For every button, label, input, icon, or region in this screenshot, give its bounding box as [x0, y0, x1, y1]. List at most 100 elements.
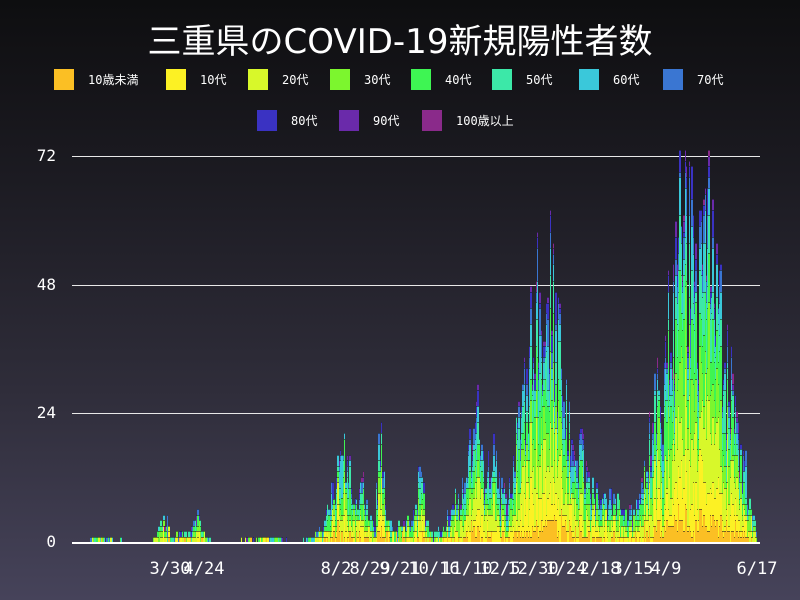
bar-segment: [386, 525, 388, 532]
bar-segment: [555, 291, 557, 325]
bar-segment: [427, 520, 429, 526]
bar-segment: [622, 536, 625, 542]
bar-segment: [672, 291, 675, 330]
bar-segment: [696, 416, 698, 450]
bar-segment: [645, 514, 647, 521]
bar-segment: [723, 531, 725, 537]
bar-segment: [605, 520, 607, 542]
daily-bar: [370, 514, 372, 542]
legend-item-50s[interactable]: 50代: [492, 68, 552, 90]
legend-item-40s[interactable]: 40代: [411, 68, 471, 90]
bar-segment: [740, 482, 742, 499]
daily-bar: [246, 536, 248, 542]
bar-segment: [670, 498, 672, 515]
bar-segment: [377, 525, 379, 532]
bar-segment: [666, 362, 668, 368]
bar-segment: [349, 520, 351, 532]
bar-segment: [469, 465, 471, 472]
legend-row-2: 80代 90代 100歳以上: [0, 109, 800, 133]
bar-segment: [564, 465, 566, 494]
bar-segment: [490, 498, 492, 515]
bar-segment: [705, 280, 708, 303]
bar-segment: [671, 525, 673, 542]
bar-segment: [606, 520, 609, 526]
bar-segment: [350, 498, 353, 504]
bar-segment: [457, 509, 459, 537]
bar-segment: [491, 471, 494, 477]
bar-segment: [387, 520, 389, 526]
bar-segment: [748, 514, 750, 521]
legend-item-under10[interactable]: 10歳未満: [54, 68, 138, 90]
bar-segment: [561, 444, 564, 472]
bar-segment: [354, 525, 356, 542]
bar-segment: [325, 509, 327, 515]
legend-item-10s[interactable]: 10代: [166, 68, 226, 90]
bar-segment: [337, 482, 339, 504]
bar-segment: [726, 324, 729, 330]
bar-segment: [192, 531, 194, 537]
legend-item-70s[interactable]: 70代: [663, 68, 723, 90]
bar-segment: [573, 482, 576, 499]
bar-segment: [703, 199, 705, 205]
bar-segment: [436, 536, 438, 542]
bar-segment: [564, 438, 566, 466]
bar-segment: [377, 514, 379, 526]
bar-segment: [375, 482, 378, 488]
bar-segment: [505, 498, 507, 504]
bar-segment: [576, 520, 578, 537]
bar-segment: [651, 503, 654, 521]
daily-bar: [255, 536, 257, 542]
bar-segment: [334, 525, 337, 537]
daily-bar: [172, 536, 174, 542]
daily-bar: [686, 166, 688, 542]
bar-segment: [498, 476, 500, 494]
bar-segment: [614, 520, 617, 537]
bar-segment: [686, 471, 688, 510]
bar-segment: [719, 302, 721, 336]
bar-segment: [346, 498, 349, 515]
bar-segment: [750, 509, 753, 515]
bar-segment: [625, 531, 627, 537]
legend-item-30s[interactable]: 30代: [330, 68, 390, 90]
legend-item-20s[interactable]: 20代: [248, 68, 308, 90]
bar-segment: [712, 482, 714, 515]
bar-segment: [693, 433, 696, 515]
bar-segment: [653, 536, 655, 542]
bar-segment: [629, 509, 631, 515]
legend-item-80s[interactable]: 80代: [257, 109, 317, 131]
bar-segment: [511, 509, 514, 515]
bar-segment: [704, 351, 706, 374]
daily-bar: [590, 503, 593, 542]
bar-segment: [693, 411, 696, 434]
bar-segment: [580, 531, 582, 542]
bar-segment: [476, 460, 478, 477]
daily-bar: [274, 536, 276, 542]
bar-segment: [563, 525, 565, 542]
daily-bar: [194, 520, 197, 542]
bar-segment: [597, 509, 599, 515]
bar-segment: [383, 536, 386, 542]
bar-segment: [670, 395, 672, 406]
legend-item-100plus[interactable]: 100歳以上: [422, 109, 514, 131]
bar-segment: [693, 514, 696, 542]
bar-segment: [196, 531, 198, 542]
legend-swatch: [166, 68, 186, 90]
bar-segment: [653, 471, 655, 477]
bar-segment: [699, 209, 701, 227]
bar-segment: [551, 367, 553, 379]
legend-label: 100歳以上: [456, 113, 514, 128]
daily-bar: [161, 525, 164, 542]
bar-segment: [332, 482, 334, 504]
legend-item-90s[interactable]: 90代: [339, 109, 399, 131]
daily-bar: [733, 427, 735, 542]
bar-segment: [593, 514, 595, 537]
bar-segment: [337, 454, 339, 466]
bar-segment: [676, 498, 679, 532]
legend-item-60s[interactable]: 60代: [579, 68, 639, 90]
bar-segment: [317, 531, 319, 537]
bar-segment: [726, 405, 729, 434]
bar-segment: [421, 476, 424, 483]
bar-segment: [470, 482, 473, 488]
bar-segment: [691, 269, 693, 319]
bar-segment: [671, 367, 673, 379]
